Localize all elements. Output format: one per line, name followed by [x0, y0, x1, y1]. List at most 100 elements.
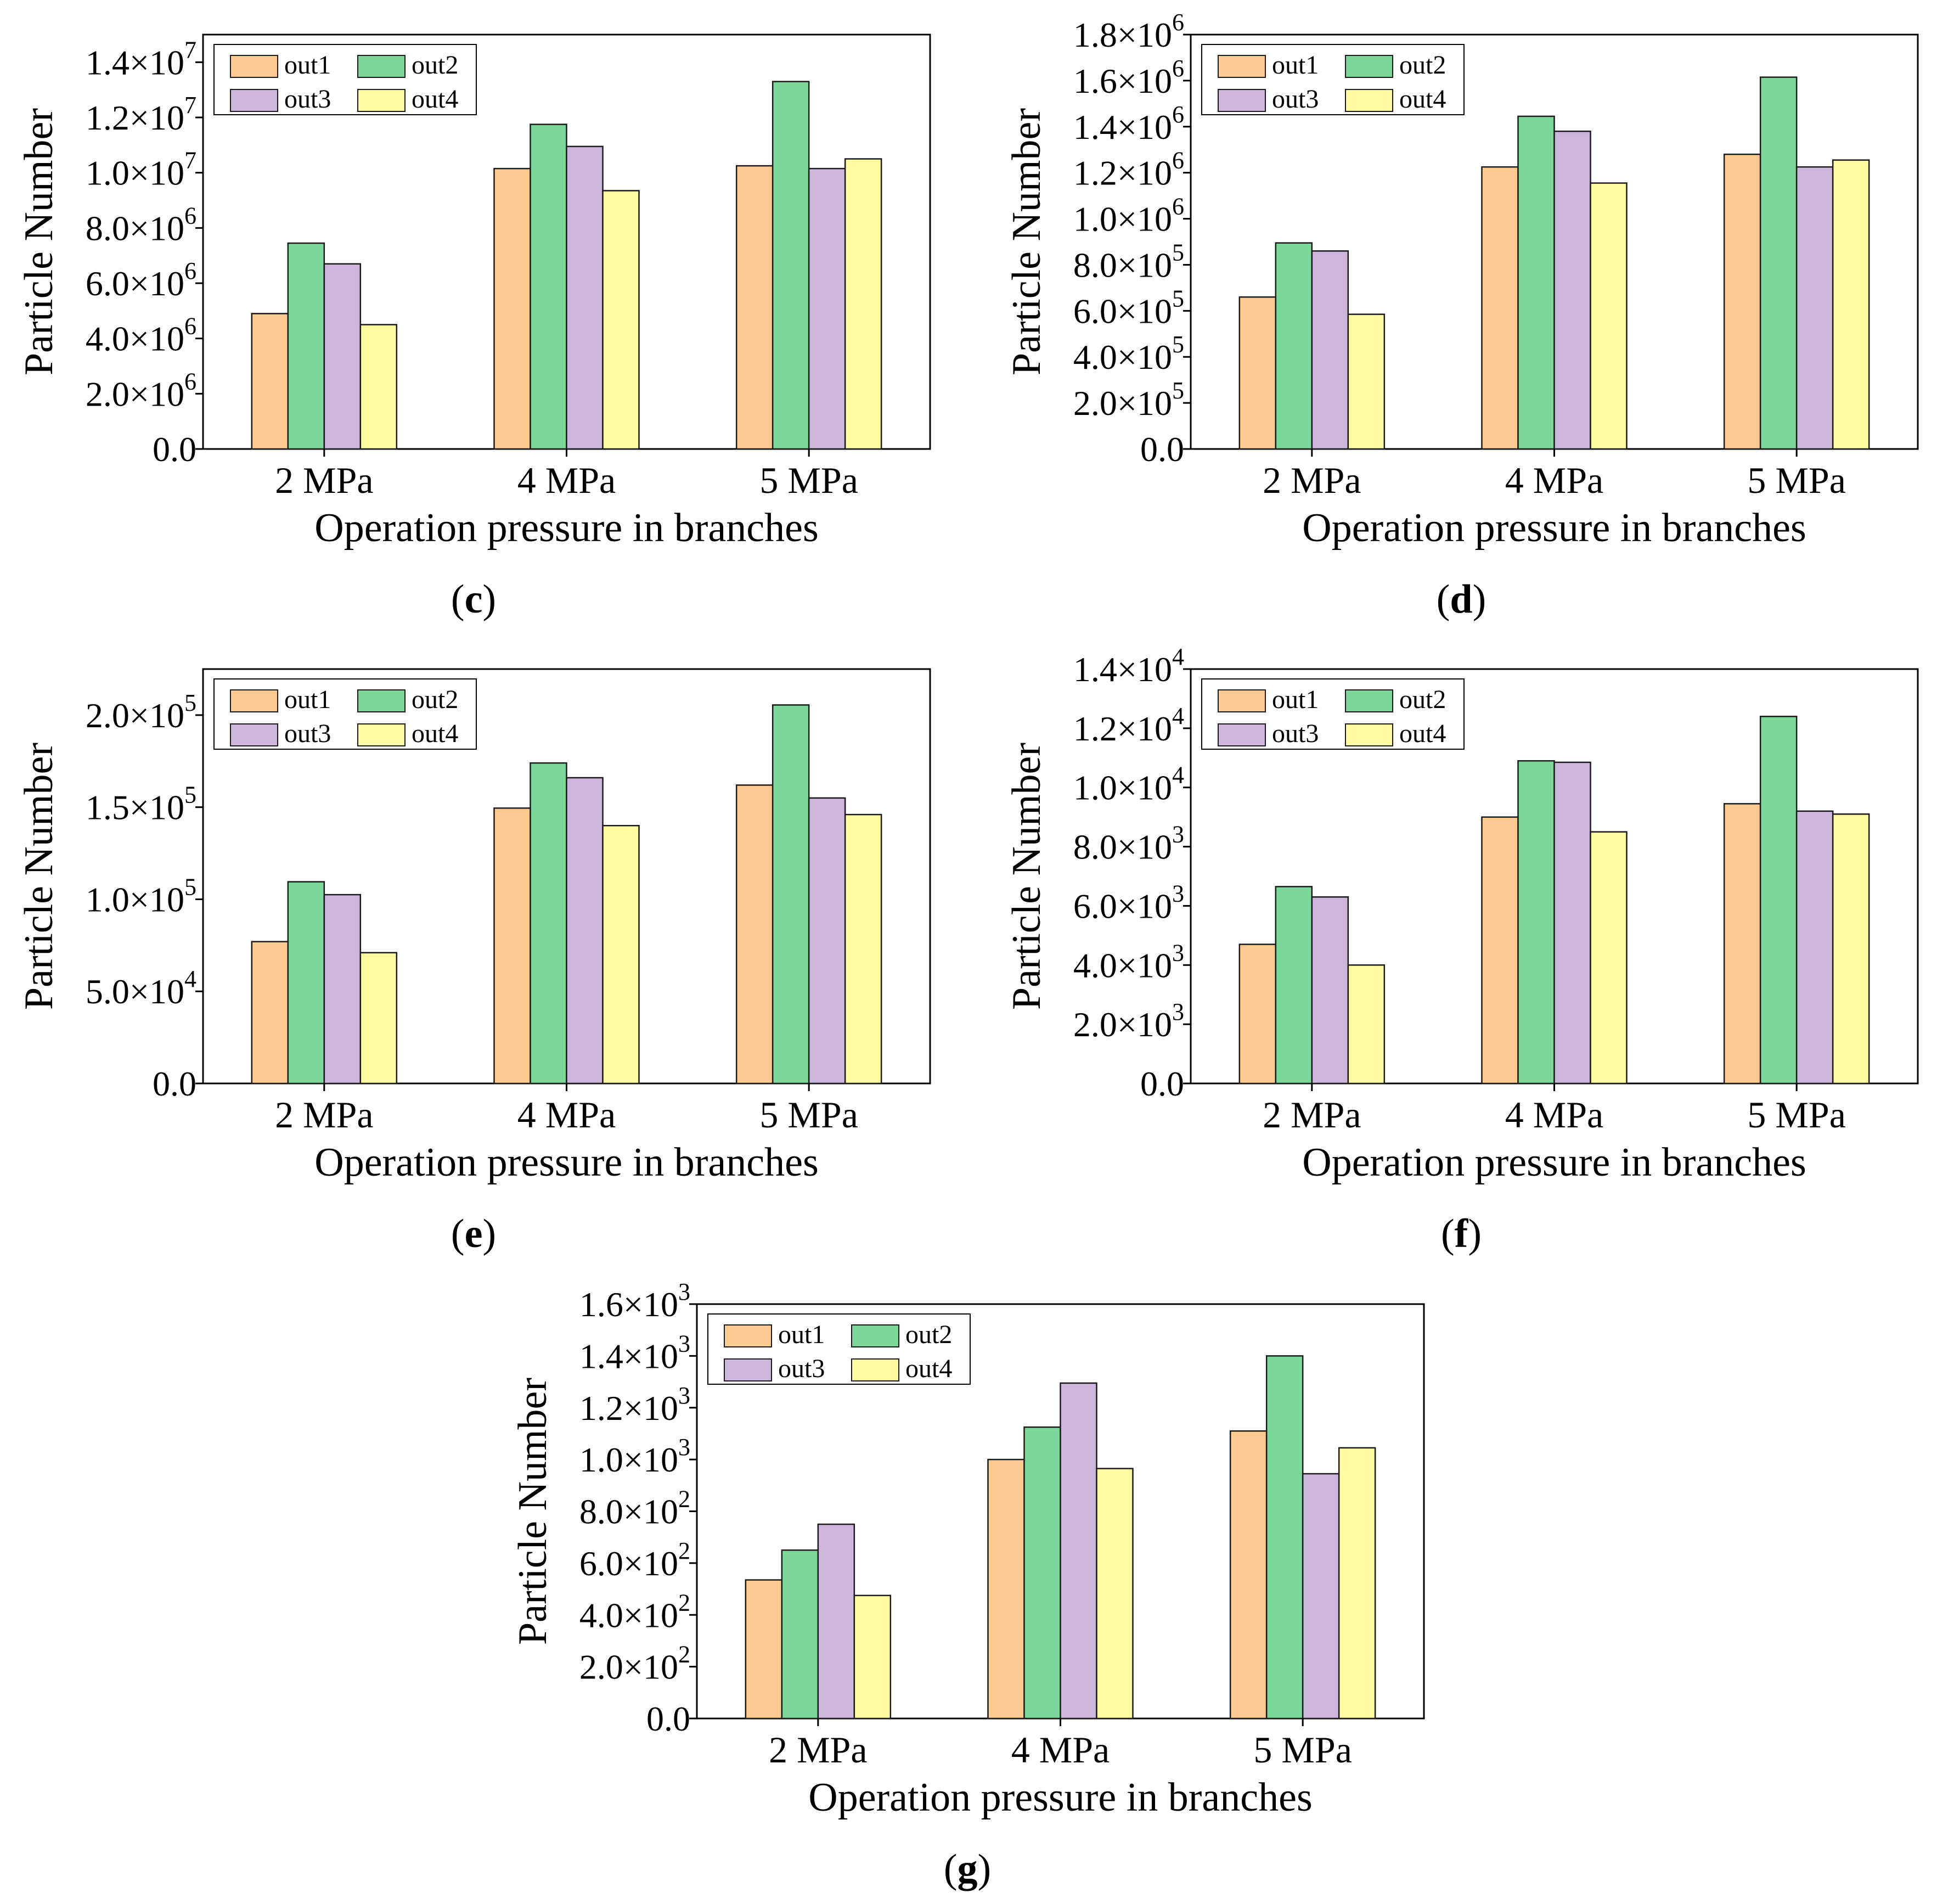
- y-tick-mantissa: 2.0×10: [579, 1648, 678, 1687]
- legend-label-out4: out4: [1399, 719, 1446, 748]
- y-tick-label: 2.0×103: [1073, 998, 1184, 1044]
- legend-label-out1: out1: [1272, 685, 1319, 714]
- y-tick-mantissa: 0.0: [153, 1064, 196, 1103]
- legend: out1 out2 out3 out4: [1201, 44, 1465, 115]
- y-tick-exponent: 2: [678, 1486, 690, 1513]
- bar-out3-3: [1795, 810, 1834, 1085]
- y-tick-exponent: 6: [184, 313, 196, 340]
- bar-out4-3: [844, 813, 882, 1085]
- legend: out1 out2 out3 out4: [213, 678, 477, 750]
- legend: out1 out2 out3 out4: [213, 44, 477, 115]
- legend: out1 out2 out3 out4: [1201, 678, 1465, 750]
- y-tick-exponent: 7: [184, 36, 196, 63]
- x-axis-label: Operation pressure in branches: [314, 506, 819, 551]
- y-tick-mantissa: 4.0×10: [86, 319, 184, 358]
- caption-g: (g): [943, 1846, 992, 1891]
- legend-swatch-out4: [1345, 89, 1393, 112]
- y-tick-exponent: 5: [184, 782, 196, 808]
- bar-out3-1: [1311, 250, 1349, 450]
- y-tick-label: 8.0×102: [579, 1486, 690, 1531]
- bar-out2-3: [1759, 716, 1798, 1085]
- bar-out3-3: [808, 167, 846, 450]
- bar-out4-2: [1590, 182, 1628, 450]
- y-tick-mantissa: 8.0×10: [86, 209, 184, 248]
- legend-swatch-out3: [1218, 723, 1266, 746]
- legend-swatch-out2: [1345, 689, 1393, 712]
- legend-swatch-out4: [851, 1358, 899, 1381]
- bar-out4-3: [1832, 813, 1870, 1085]
- x-axis-label: Operation pressure in branches: [1302, 506, 1806, 551]
- bar-out4-2: [602, 190, 640, 450]
- y-tick-mantissa: 1.4×10: [1073, 650, 1172, 689]
- bar-out3-1: [323, 894, 362, 1085]
- legend-label-out1: out1: [284, 50, 331, 80]
- y-tick-label: 0.0: [1140, 430, 1184, 469]
- y-tick-label: 1.2×104: [1073, 703, 1184, 748]
- y-tick-exponent: 3: [678, 1278, 690, 1305]
- legend-swatch-out2: [357, 55, 406, 78]
- y-tick-exponent: 4: [1172, 643, 1184, 670]
- bar-out3-2: [566, 145, 604, 450]
- y-tick-label: 1.0×106: [1073, 193, 1184, 239]
- y-tick-exponent: 5: [1172, 285, 1184, 312]
- bar-out1-1: [745, 1579, 783, 1720]
- y-tick-mantissa: 2.0×10: [1073, 1005, 1172, 1044]
- y-tick-label: 6.0×106: [86, 257, 196, 303]
- bar-out4-3: [1338, 1447, 1376, 1720]
- y-tick-mantissa: 2.0×10: [86, 374, 184, 413]
- x-tick-label: 5 MPa: [1253, 1729, 1352, 1771]
- chart-panel-g: 2 MPa 4 MPa 5 MPa0.02.0×1024.0×1026.0×1028…: [510, 1278, 1425, 1820]
- bar-out4-2: [602, 824, 640, 1085]
- bar-out3-2: [566, 777, 604, 1085]
- legend-label-out2: out2: [1399, 685, 1446, 714]
- x-tick-label: 4 MPa: [517, 459, 616, 501]
- x-axis-label: Operation pressure in branches: [314, 1140, 819, 1185]
- legend-label-out2: out2: [905, 1320, 952, 1349]
- y-axis-label: Particle Number: [16, 108, 61, 375]
- y-tick-mantissa: 1.4×10: [1073, 108, 1172, 147]
- y-tick-label: 1.0×107: [86, 147, 196, 193]
- y-tick-mantissa: 1.5×10: [86, 788, 184, 827]
- y-tick-exponent: 5: [1172, 377, 1184, 404]
- y-tick-exponent: 3: [1172, 821, 1184, 848]
- legend-swatch-out3: [1218, 89, 1266, 112]
- y-tick-mantissa: 6.0×10: [579, 1544, 678, 1583]
- bar-out2-1: [1275, 886, 1313, 1085]
- y-tick-label: 1.8×106: [1073, 9, 1184, 54]
- y-tick-mantissa: 5.0×10: [86, 972, 184, 1011]
- x-tick-label: 2 MPa: [275, 1094, 373, 1136]
- bar-out3-1: [817, 1523, 855, 1720]
- y-tick-mantissa: 4.0×10: [1073, 946, 1172, 985]
- bar-out3-2: [1553, 130, 1591, 450]
- y-tick-mantissa: 1.4×10: [86, 43, 184, 82]
- y-tick-mantissa: 1.0×10: [1073, 768, 1172, 807]
- legend-swatch-out1: [230, 689, 278, 712]
- bar-out2-1: [781, 1549, 819, 1720]
- y-tick-label: 5.0×104: [86, 965, 196, 1011]
- y-tick-exponent: 2: [678, 1589, 690, 1616]
- legend-label-out3: out3: [778, 1354, 825, 1383]
- y-tick-exponent: 6: [1172, 147, 1184, 174]
- y-tick-mantissa: 8.0×10: [1073, 828, 1172, 867]
- y-tick-label: 1.2×106: [1073, 147, 1184, 193]
- bar-out1-2: [1481, 816, 1519, 1085]
- bar-out4-1: [359, 952, 398, 1085]
- y-tick-exponent: 3: [678, 1330, 690, 1357]
- y-tick-mantissa: 6.0×10: [1073, 291, 1172, 330]
- x-axis-label: Operation pressure in branches: [808, 1775, 1313, 1820]
- bar-out2-2: [1517, 760, 1555, 1085]
- y-tick-label: 6.0×105: [1073, 285, 1184, 330]
- bar-out2-1: [1275, 242, 1313, 450]
- y-tick-mantissa: 1.8×10: [1073, 15, 1172, 54]
- y-tick-exponent: 2: [678, 1537, 690, 1564]
- y-tick-label: 1.2×103: [579, 1382, 690, 1428]
- y-tick-label: 2.0×105: [1073, 377, 1184, 423]
- bar-out2-3: [1265, 1355, 1304, 1720]
- bar-out2-1: [287, 242, 325, 450]
- bar-out4-3: [1832, 159, 1870, 450]
- bar-out1-3: [1723, 153, 1761, 450]
- x-tick-label: 2 MPa: [1263, 1094, 1361, 1136]
- y-tick-label: 2.0×102: [579, 1641, 690, 1687]
- legend-label-out4: out4: [412, 719, 458, 748]
- y-tick-exponent: 3: [1172, 939, 1184, 966]
